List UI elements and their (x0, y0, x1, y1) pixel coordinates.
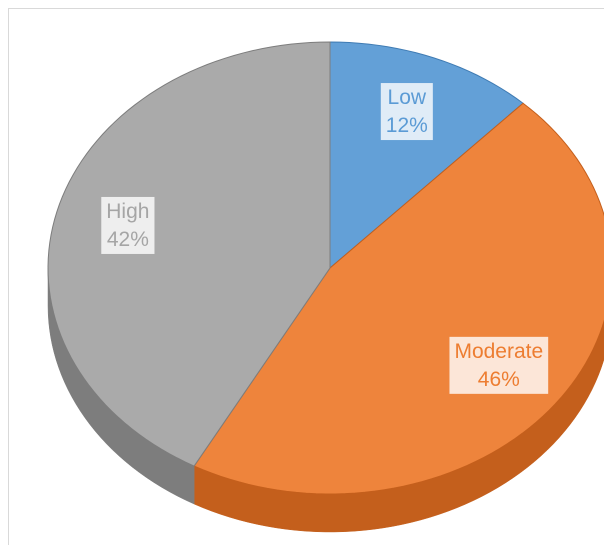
label-box (101, 196, 155, 254)
data-label: High 42% (101, 196, 155, 254)
pie-labels: Low 12% Moderate 46% High 42% (101, 83, 549, 394)
category-label: High (106, 200, 149, 223)
label-box (449, 336, 549, 394)
data-label: Low 12% (380, 83, 433, 141)
pie-tops (47, 41, 604, 495)
data-label: Moderate 46% (449, 336, 549, 394)
category-label: Low (388, 86, 427, 109)
value-label: 42% (107, 228, 149, 251)
slice (47, 41, 331, 467)
slice (329, 41, 524, 270)
category-label: Moderate (454, 340, 543, 363)
value-label: 46% (478, 368, 520, 391)
label-box (380, 83, 433, 141)
value-label: 12% (386, 114, 428, 137)
slice (193, 102, 604, 495)
